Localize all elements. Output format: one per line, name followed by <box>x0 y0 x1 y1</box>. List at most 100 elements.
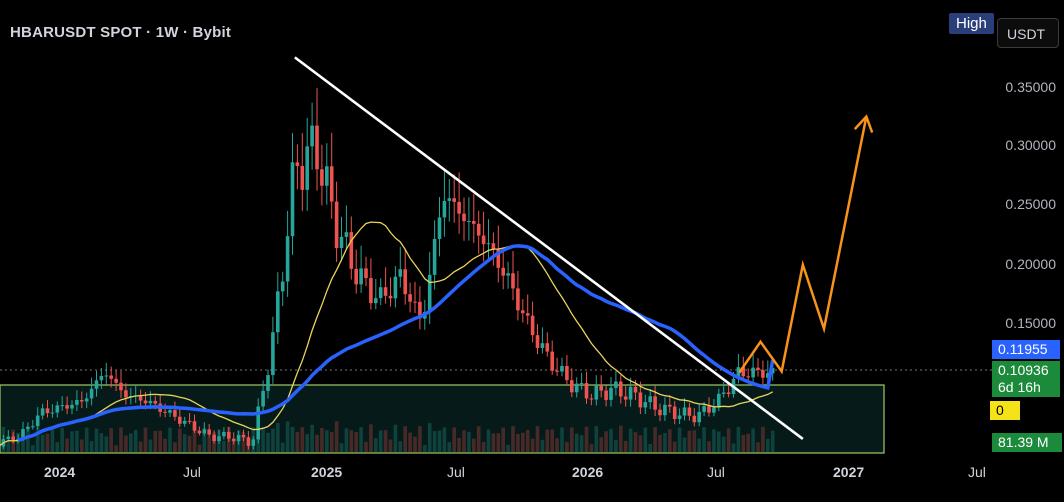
candle-body <box>643 402 648 408</box>
volume-bar <box>320 427 324 452</box>
volume-bar <box>158 430 162 452</box>
volume-bar <box>6 441 11 452</box>
candle-body <box>540 343 545 348</box>
candle-body <box>339 236 344 249</box>
volume-bar <box>697 438 701 452</box>
candle-body <box>614 381 618 388</box>
volume-bar <box>75 430 79 452</box>
candle-body <box>143 400 148 404</box>
moving-average-price-tag: 0.11955 <box>992 340 1060 359</box>
candle-body <box>506 273 510 276</box>
volume-bar <box>677 427 682 452</box>
candle-body <box>432 238 437 275</box>
volume-bar <box>501 427 505 452</box>
volume-bar <box>99 433 104 452</box>
candle-body <box>300 166 305 190</box>
volume-bar <box>80 439 84 452</box>
volume-bar <box>761 426 765 452</box>
volume-bar <box>423 444 427 452</box>
volume-bar <box>349 430 354 452</box>
candle-body <box>114 378 118 383</box>
volume-bar <box>486 429 491 452</box>
volume-bar <box>241 432 246 452</box>
candle-body <box>344 232 349 237</box>
candle-body <box>594 385 599 400</box>
volume-bar <box>560 427 564 452</box>
candle-body <box>374 298 378 304</box>
candle-body <box>589 398 594 400</box>
volume-bar <box>565 441 569 452</box>
volume-bar <box>222 440 226 452</box>
candle-body <box>84 398 89 402</box>
candle-body <box>60 405 64 407</box>
volume-bar <box>104 436 109 452</box>
candle-body <box>653 396 657 410</box>
candle-body <box>35 415 40 427</box>
volume-bar <box>202 427 207 452</box>
high-toggle-button[interactable]: High <box>949 13 994 34</box>
volume-bar <box>124 435 128 452</box>
candle-body <box>545 343 550 352</box>
volume-bar <box>31 445 35 452</box>
volume-bar <box>266 432 270 452</box>
candle-body <box>393 276 398 299</box>
chart-title: HBARUSDT SPOT · 1W · Bybit <box>10 24 232 41</box>
volume-bar <box>638 435 643 452</box>
candle-body <box>692 415 697 423</box>
candle-body <box>325 166 329 186</box>
candle-body <box>354 268 358 285</box>
candle-body <box>418 301 422 319</box>
candle-body <box>398 269 403 277</box>
candle-body <box>486 243 491 245</box>
candle-body <box>222 431 226 437</box>
candle-body <box>623 396 628 400</box>
candle-body <box>496 249 501 268</box>
candle-body <box>717 393 721 408</box>
candle-body <box>403 269 407 295</box>
candle-body <box>452 198 456 202</box>
volume-bar <box>717 431 721 452</box>
volume-bar <box>280 442 285 452</box>
candle-body <box>207 429 211 435</box>
time-tick: 2025 <box>311 464 343 480</box>
candle-body <box>702 406 706 412</box>
candle-body <box>746 376 750 378</box>
volume-bar <box>271 428 275 452</box>
currency-selector[interactable]: USDT <box>997 18 1059 48</box>
volume-bar <box>672 441 677 452</box>
projection-arrowhead <box>853 114 874 134</box>
candle-body <box>599 385 603 391</box>
candle-body <box>555 370 559 372</box>
candle-body <box>55 405 60 413</box>
candle-body <box>119 382 123 391</box>
volume-bar <box>285 421 290 452</box>
volume-bar <box>207 436 211 452</box>
candle-body <box>584 382 589 399</box>
volume-bar <box>643 427 648 452</box>
volume-bar <box>476 426 481 452</box>
candle-body <box>481 235 486 245</box>
volume-bar <box>55 442 60 452</box>
candle-body <box>182 420 187 424</box>
candle-body <box>766 373 770 378</box>
candle-body <box>315 125 319 170</box>
candle-body <box>217 436 221 442</box>
volume-bar <box>653 426 657 452</box>
volume-bar <box>751 428 755 452</box>
candle-body <box>276 291 280 333</box>
candle-body <box>550 351 554 371</box>
time-tick: 2024 <box>44 464 76 480</box>
volume-bar <box>633 432 638 452</box>
volume-bar <box>364 441 368 452</box>
candle-body <box>570 380 574 393</box>
volume-bar <box>525 429 530 452</box>
time-tick: Jul <box>707 464 725 480</box>
volume-bar <box>687 430 692 452</box>
volume-bar <box>550 429 554 452</box>
candle-body <box>442 200 447 218</box>
candle-body <box>236 435 241 442</box>
volume-bar <box>383 430 388 452</box>
volume-bar <box>692 430 697 452</box>
volume-bar <box>374 438 378 452</box>
